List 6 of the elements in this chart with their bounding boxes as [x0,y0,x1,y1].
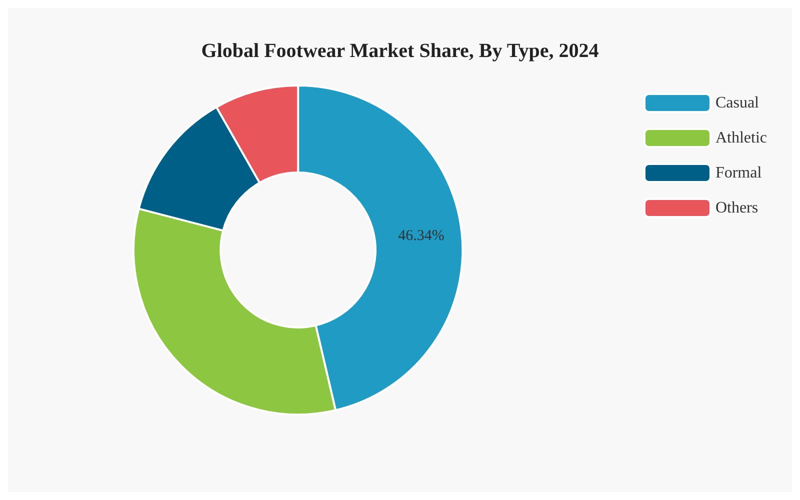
legend-label: Formal [715,164,762,182]
data-label: 46.34% [398,228,444,244]
legend-label: Athletic [715,130,768,146]
legend-label: Others [715,200,758,216]
legend-label: Casual [715,94,760,112]
chart-title: Global Footwear Market Share, By Type, 2024 [201,40,599,62]
